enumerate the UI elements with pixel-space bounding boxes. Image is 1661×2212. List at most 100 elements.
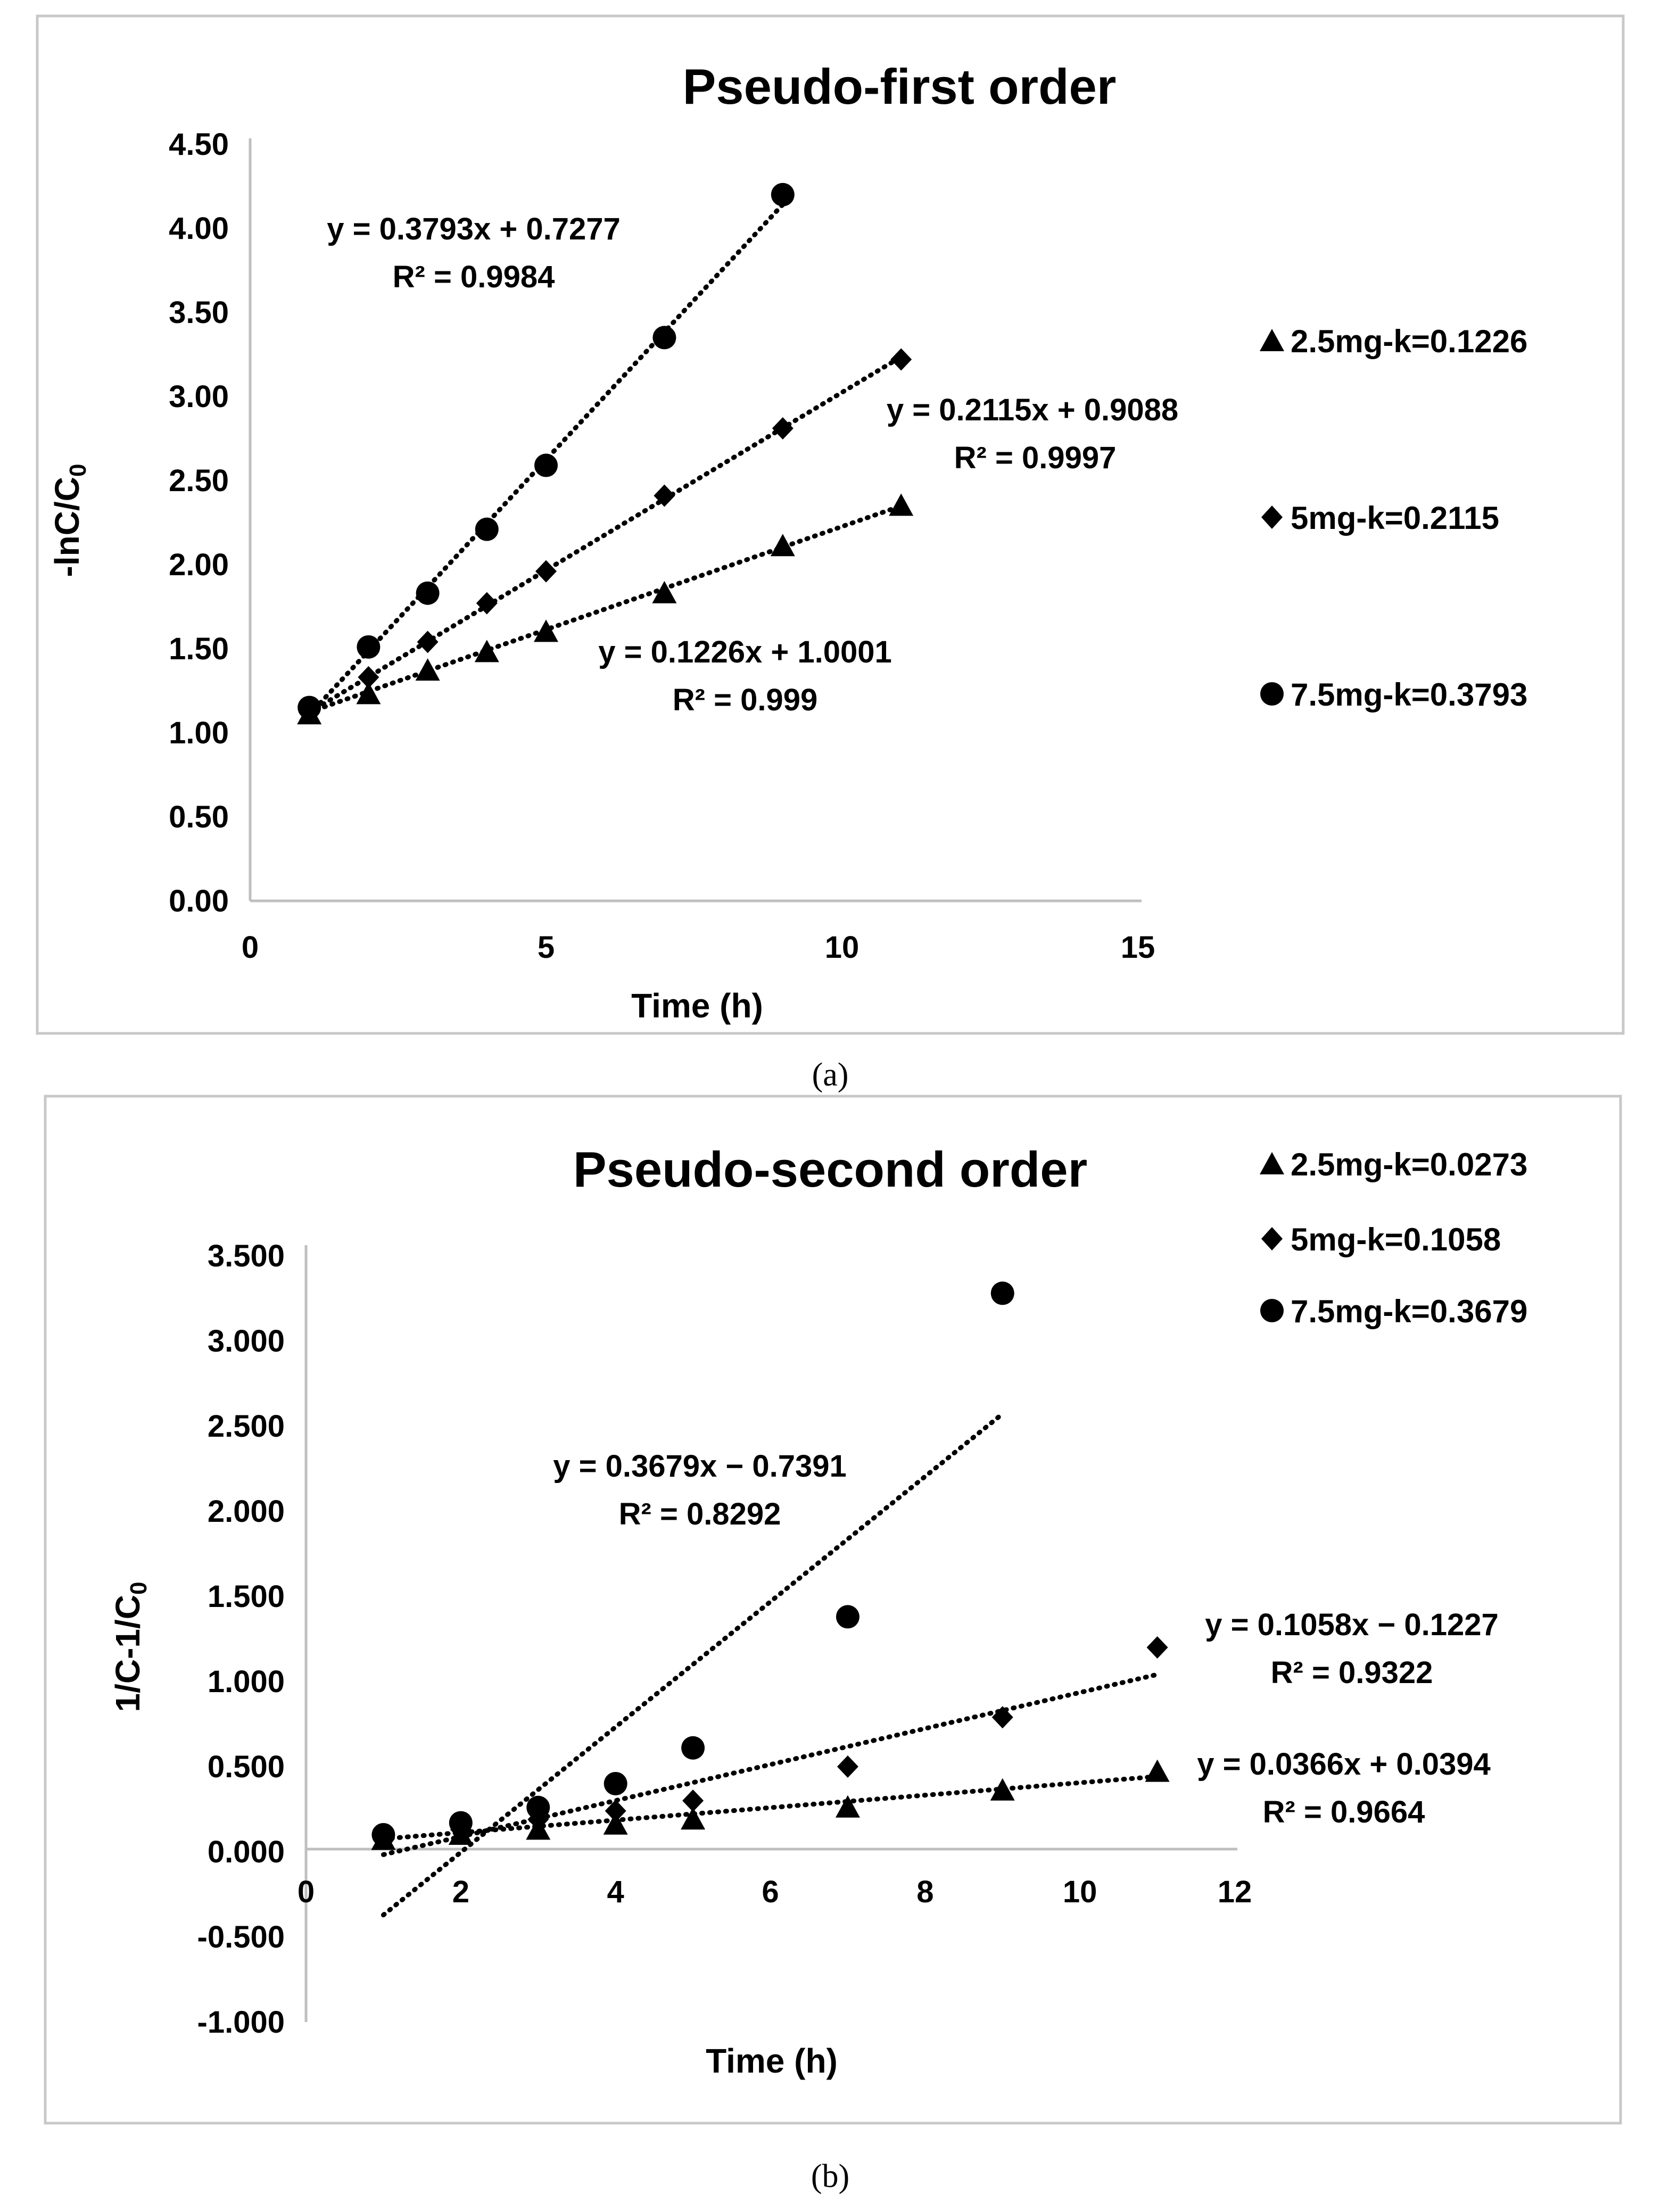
data-point-2.5mg [534,619,558,642]
data-point-7.5mg [298,695,321,719]
x-tick-label: 0 [242,930,259,965]
data-point-7.5mg [449,1811,473,1835]
data-point-7.5mg [475,517,499,541]
chart-pseudo-second-order: Pseudo-second order -1.000 -0.500 0.000 0.5… [44,1095,1622,2125]
data-point-5mg [358,666,379,689]
equation-5mg: y = 0.2115x + 0.9088 [887,393,1178,427]
data-point-2.5mg [889,493,914,516]
data-point-7.5mg [371,1823,395,1846]
x-tick-label: 10 [1063,1875,1097,1909]
data-point-2.5mg [835,1795,860,1818]
y-tick-label: 1.500 [208,1579,285,1614]
trendline-5mg [307,354,904,715]
legend-label-7.5mg: 7.5mg-k=0.3793 [1291,677,1527,713]
y-tick-label: 0.500 [208,1750,285,1784]
y-tick-label: 1.000 [208,1664,285,1699]
y-tick-label: -0.500 [197,1920,285,1954]
legend-circle-marker [1260,682,1284,706]
y-axis-title: -lnC/C0 [48,464,91,577]
data-point-5mg [476,592,498,615]
y-axis-title-subscript: 0 [65,464,91,477]
chart-frame [36,14,1625,1035]
x-tick-label: 6 [762,1875,779,1909]
legend-triangle-marker [1260,1152,1284,1174]
data-point-5mg [417,631,439,653]
y-tick-label: 3.500 [208,1239,285,1273]
equation-7.5mg: y = 0.3679x − 0.7391 [553,1449,847,1484]
data-point-2.5mg [474,640,499,662]
legend-label-7.5mg: 7.5mg-k=0.3679 [1291,1294,1527,1329]
chart-frame [44,1095,1622,2125]
chart-title: Pseudo-second order [573,1141,1087,1197]
legend-label-2.5mg: 2.5mg-k=0.0273 [1291,1147,1527,1182]
r2-7.5mg: R² = 0.9984 [393,260,555,294]
equation-7.5mg: y = 0.3793x + 0.7277 [327,212,621,246]
y-tick-label: -1.000 [197,2005,285,2040]
r2-2.5mg: R² = 0.9664 [1263,1795,1425,1829]
equation-2.5mg: y = 0.0366x + 0.0394 [1197,1747,1491,1782]
data-point-7.5mg [416,581,440,605]
data-point-5mg [682,1790,704,1812]
y-axis-title-subscript: 0 [126,1582,152,1595]
legend: 2.5mg-k=0.0273 5mg-k=0.1058 7.5mg-k=0.36… [1260,1147,1527,1329]
data-point-5mg [890,348,912,371]
caption-b: (b) [811,2158,849,2194]
y-tick-label: 1.00 [169,716,229,750]
r2-7.5mg: R² = 0.8292 [619,1497,781,1531]
chart-title: Pseudo-first order [683,59,1117,114]
equation-5mg: y = 0.1058x − 0.1227 [1205,1608,1499,1642]
y-axis-title-main: 1/C-1/C [109,1595,147,1712]
data-point-5mg [991,1706,1013,1729]
r2-5mg: R² = 0.9322 [1271,1655,1433,1690]
data-point-5mg [1146,1636,1168,1659]
trendline-7.5mg [381,1411,1005,1918]
trendline-2.5mg [307,503,904,715]
legend-label-2.5mg: 2.5mg-k=0.1226 [1291,324,1527,359]
x-axis-title: Time (h) [631,987,763,1025]
data-point-7.5mg [771,183,795,206]
y-tick-label: 2.50 [169,463,229,498]
data-point-5mg [535,560,557,583]
x-tick-label: 8 [916,1875,933,1909]
data-point-2.5mg [652,581,677,603]
y-tick-label: 4.00 [169,211,229,246]
data-point-7.5mg [534,453,558,477]
r2-5mg: R² = 0.9997 [954,441,1117,475]
data-point-2.5mg [415,658,440,681]
data-point-2.5mg [990,1778,1015,1801]
y-tick-label: 0.00 [169,884,229,918]
x-tick-label: 4 [607,1875,624,1909]
data-point-2.5mg [770,534,795,557]
y-tick-label: 0.000 [208,1835,285,1869]
data-point-5mg [654,484,675,507]
equation-2.5mg: y = 0.1226x + 1.0001 [598,635,892,669]
data-point-2.5mg [681,1807,706,1830]
data-point-2.5mg [356,682,381,705]
data-point-7.5mg [357,635,381,659]
legend-diamond-marker [1261,506,1283,529]
x-axis-title: Time (h) [706,2042,838,2080]
data-point-5mg [772,417,794,440]
data-point-7.5mg [604,1772,627,1795]
data-point-2.5mg [603,1812,628,1835]
y-tick-label: 3.00 [169,379,229,414]
x-tick-label: 12 [1218,1875,1252,1909]
legend-diamond-marker [1261,1227,1283,1250]
r2-2.5mg: R² = 0.999 [673,683,817,717]
data-point-7.5mg [681,1736,705,1760]
data-point-5mg [605,1800,626,1822]
trendline-5mg [381,1672,1160,1857]
y-tick-label: 2.500 [208,1409,285,1444]
data-point-5mg [837,1755,858,1778]
y-axis-title: 1/C-1/C0 [109,1582,152,1712]
y-tick-label: 0.50 [169,800,229,834]
y-tick-label: 3.000 [208,1324,285,1358]
data-point-7.5mg [836,1605,860,1629]
legend-triangle-marker [1260,329,1284,351]
x-tick-label: 2 [452,1875,469,1909]
legend-circle-marker [1260,1299,1284,1322]
chart-pseudo-first-order: Pseudo-first order 0.00 0.50 1.00 1.50 2.00 2… [36,14,1625,1035]
data-point-7.5mg [652,326,676,350]
legend-label-5mg: 5mg-k=0.2115 [1291,500,1499,536]
y-tick-label: 1.50 [169,632,229,666]
